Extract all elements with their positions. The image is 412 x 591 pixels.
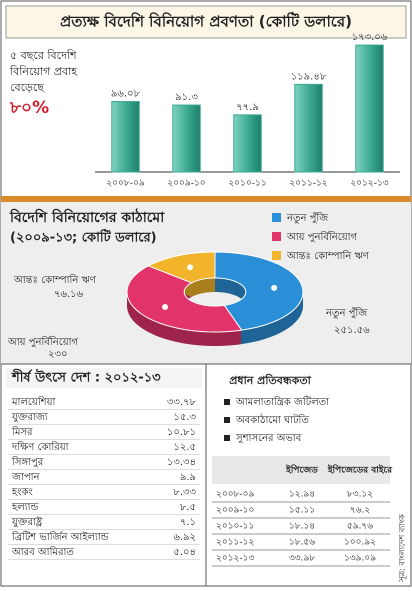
legend-label: নতুন পুঁজি [286,211,329,224]
legend-label: আয় পুনর্বিনিয়োগ [286,231,358,243]
x-tick-label: ২০০৯-১০ [167,179,205,189]
header-box [6,368,202,388]
slice-value: ২৫১.৫৬ [334,325,370,336]
value-label: ৯১.৩ [175,92,198,103]
country: মালয়েশিয়া [11,396,56,408]
x-tick-label: ২০০৮-০৯ [106,179,144,189]
value-label: ১১৯.৪৮ [291,71,327,82]
pie-title: বিদেশি বিনিয়োগের কাঠামো [9,208,165,226]
table-header: ইপিজেড [285,464,318,476]
slice-dot [162,303,169,310]
note-text: বিনিয়োগ প্রবাহ [9,65,78,78]
legend-label: আন্তঃ কোম্পানি ঋণ [286,250,370,262]
table-cell: ১৫.১১ [289,506,315,516]
country-value: ৮.৩৩ [173,487,196,498]
country-value: ৫.০৪ [173,547,196,558]
table-cell: ১৩৯.০৯ [344,554,376,564]
bar [233,114,262,173]
legend-swatch [272,251,281,260]
countries-title: শীর্ষ উৎসে দেশ : ২০১২-১৩ [11,369,161,386]
country: মিসর [11,426,33,438]
table-cell: ২০১০-১১ [216,522,254,532]
obstacle: আমলাতান্ত্রিক জটিলতা [235,395,330,408]
obstacles-title: প্রধান প্রতিবন্ধকতা [229,373,311,387]
title: প্রত্যক্ষ বিদেশি বিনিয়োগ প্রবণতা (কোটি … [60,12,352,31]
obstacle: সুশাসনের অভাব [235,433,302,444]
table-cell: ১৮.১৪ [289,522,315,532]
note-text: বেড়েছে [10,81,45,94]
country-value: ১৫.৩ [173,412,196,423]
country-value: ৭.১ [180,517,196,528]
country: আরব আমিরাত [11,546,74,558]
value-label: ৭৭.৯ [236,102,259,113]
country: যুক্তরাজ্য [11,412,49,423]
table-cell: ২০০৯-১০ [216,506,254,516]
country: যুক্তরাষ্ট্র [11,516,43,528]
slice-dot [187,264,194,271]
country-value: ১৩.৩৪ [167,457,196,468]
bar [111,101,140,173]
pie-title: (২০০৯-১৩; কোটি ডলারে) [10,229,157,246]
bar [294,83,323,173]
slice-label: আন্তঃ কোম্পানি ঋণ [13,274,97,286]
bar [355,44,384,173]
country: দক্ষিণ কোরিয়া [11,441,70,453]
source: সূত্র: বাংলাদেশ ব্যাংক [398,514,407,583]
slice-value: ২৩০ [48,349,68,360]
bullet [224,417,230,423]
obstacle: অবকাঠামো ঘাটতি [235,413,309,426]
legend-swatch [272,213,281,222]
country-value: ৯.৯ [180,472,196,483]
bullet [224,399,230,405]
table-cell: ২০১২-১৩ [216,554,254,564]
slice-dot [271,284,278,291]
table-cell: ১০০.৯২ [344,538,376,548]
table-cell: ৭৬.২ [350,506,371,516]
slice [147,251,216,284]
country: হংকং [11,487,33,498]
table-cell: ১৮.৫৬ [289,538,315,548]
country-value: ৩৩.৭৮ [167,397,197,408]
slice-label: আয় পুনর্বিনিয়োগ [7,336,79,348]
table-cell: ৩৩.৯৮ [289,554,315,564]
bar [172,104,201,173]
note-value: ৮০% [9,98,49,118]
table-cell: ৫৯.৭৬ [347,522,373,532]
country: জাপান [11,472,41,483]
value-label: ১৭৩.০৬ [352,32,388,43]
table-cell: ২০১১-১২ [216,538,254,548]
x-tick-label: ২০১২-১৩ [350,179,388,189]
table-cell: ২০০৮-০৯ [216,490,254,500]
country-value: ৬.৯২ [173,532,196,543]
x-tick-label: ২০১০-১১ [228,179,266,189]
bullet [224,435,230,441]
country: হল্যান্ড [11,502,40,513]
slice-label: নতুন পুঁজি [325,306,368,319]
title-box [5,5,407,39]
slice-value: ৭৬.১৬ [54,289,84,300]
x-tick-label: ২০১১-১২ [289,179,327,189]
table-cell: ৮৩.১২ [347,490,373,500]
table-cell: ১২.৯৪ [289,490,315,500]
table-header-bg [212,456,390,484]
note-text: ৫ বছরে বিদেশি [10,49,77,62]
country-value: ১০.৮১ [167,427,196,438]
value-label: ৯৬.০৮ [111,89,141,100]
divider [1,196,411,202]
legend-swatch [272,232,281,241]
country-value: ৮.৫ [180,502,196,513]
country: ব্রিটিশ ভার্জিন আইল্যান্ড [11,530,110,543]
country-value: ১২.৫ [173,442,196,453]
country: সিঙ্গাপুর [11,456,44,468]
table-header: ইপিজেডের বাইরে [327,464,393,476]
